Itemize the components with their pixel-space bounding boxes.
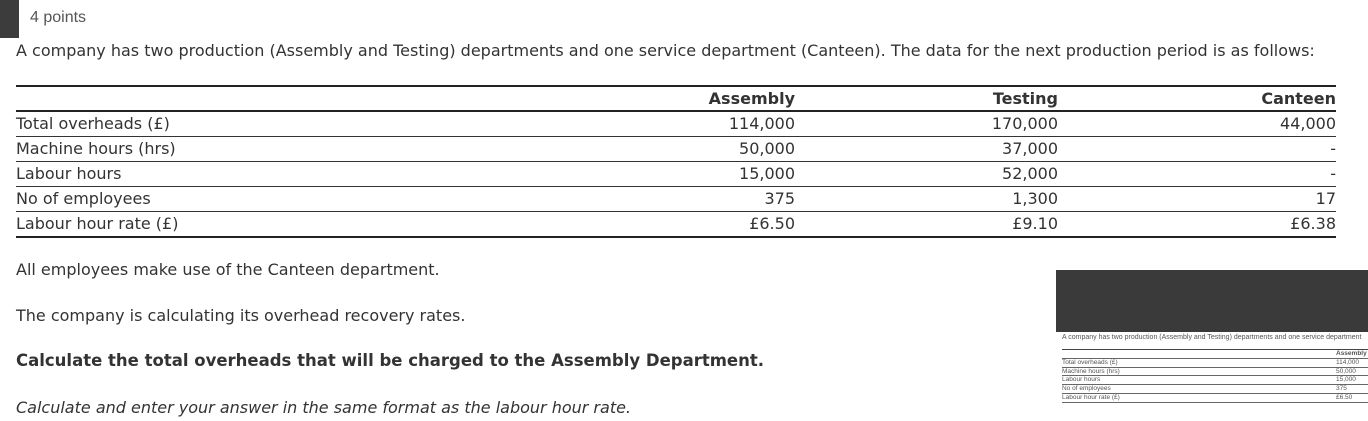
- thumbnail-row: No of employees 375: [1062, 385, 1368, 394]
- row-label: No of employees: [16, 189, 151, 208]
- cell-testing: 37,000: [1002, 139, 1058, 158]
- row-label: Labour hour rate (£): [16, 214, 179, 233]
- canteen-note: All employees make use of the Canteen de…: [16, 260, 440, 279]
- thumbnail-row-value: 15,000: [1336, 376, 1356, 384]
- context-note: The company is calculating its overhead …: [16, 306, 466, 325]
- thumbnail-dark-band: [1056, 270, 1368, 332]
- question-intro: A company has two production (Assembly a…: [16, 41, 1315, 60]
- thumbnail-row-label: No of employees: [1062, 385, 1111, 393]
- thumbnail-row: Total overheads (£) 114,000: [1062, 359, 1368, 368]
- cell-testing: 170,000: [991, 114, 1058, 133]
- header-testing: Testing: [992, 89, 1058, 108]
- cell-testing: £9.10: [1012, 214, 1058, 233]
- header-assembly: Assembly: [708, 89, 795, 108]
- thumbnail-row: Labour hour rate (£) £6.50: [1062, 394, 1368, 403]
- table-row: No of employees 375 1,300 17: [16, 187, 1336, 212]
- table-row: Total overheads (£) 114,000 170,000 44,0…: [16, 112, 1336, 137]
- answer-instruction: Calculate and enter your answer in the s…: [16, 398, 632, 417]
- thumbnail-row-label: Machine hours (hrs): [1062, 367, 1120, 375]
- cell-assembly: £6.50: [749, 214, 795, 233]
- thumbnail-header-assembly: Assembly: [1336, 350, 1367, 357]
- cell-canteen: 17: [1315, 189, 1336, 208]
- data-table: Assembly Testing Canteen Total overheads…: [16, 85, 1336, 238]
- header-canteen: Canteen: [1261, 89, 1336, 108]
- thumbnail-row-label: Total overheads (£): [1062, 358, 1118, 366]
- cell-canteen: -: [1330, 164, 1336, 183]
- cell-assembly: 50,000: [739, 139, 795, 158]
- table-header-row: Assembly Testing Canteen: [16, 87, 1336, 112]
- cell-canteen: 44,000: [1280, 114, 1336, 133]
- table-row: Labour hour rate (£) £6.50 £9.10 £6.38: [16, 212, 1336, 238]
- thumbnail-row-value: 375: [1336, 385, 1347, 393]
- thumbnail-row-value: 114,000: [1336, 358, 1360, 366]
- table-row: Machine hours (hrs) 50,000 37,000 -: [16, 137, 1336, 162]
- question-marker-bar: [0, 0, 19, 38]
- thumbnail-row-label: Labour hours: [1062, 376, 1101, 384]
- thumbnail-row-value: 50,000: [1336, 367, 1356, 375]
- thumbnail-row-label: Labour hour rate (£): [1062, 393, 1120, 401]
- thumbnail-row: Machine hours (hrs) 50,000: [1062, 368, 1368, 377]
- cell-assembly: 15,000: [739, 164, 795, 183]
- cell-assembly: 375: [764, 189, 795, 208]
- cell-testing: 52,000: [1002, 164, 1058, 183]
- cell-canteen: -: [1330, 139, 1336, 158]
- thumbnail-table: Assembly Total overheads (£) 114,000 Mac…: [1062, 349, 1368, 403]
- question-preview-thumbnail[interactable]: A company has two production (Assembly a…: [1056, 270, 1368, 421]
- row-label: Labour hours: [16, 164, 122, 183]
- row-label: Machine hours (hrs): [16, 139, 176, 158]
- task-statement: Calculate the total overheads that will …: [16, 351, 765, 370]
- thumbnail-header-row: Assembly: [1062, 350, 1368, 359]
- thumbnail-row: Labour hours 15,000: [1062, 376, 1368, 386]
- cell-assembly: 114,000: [728, 114, 795, 133]
- thumbnail-row-value: £6.50: [1336, 393, 1353, 401]
- table-row: Labour hours 15,000 52,000 -: [16, 162, 1336, 187]
- cell-canteen: £6.38: [1290, 214, 1336, 233]
- points-label: 4 points: [30, 9, 87, 26]
- thumbnail-intro: A company has two production (Assembly a…: [1062, 334, 1362, 341]
- cell-testing: 1,300: [1012, 189, 1058, 208]
- row-label: Total overheads (£): [16, 114, 170, 133]
